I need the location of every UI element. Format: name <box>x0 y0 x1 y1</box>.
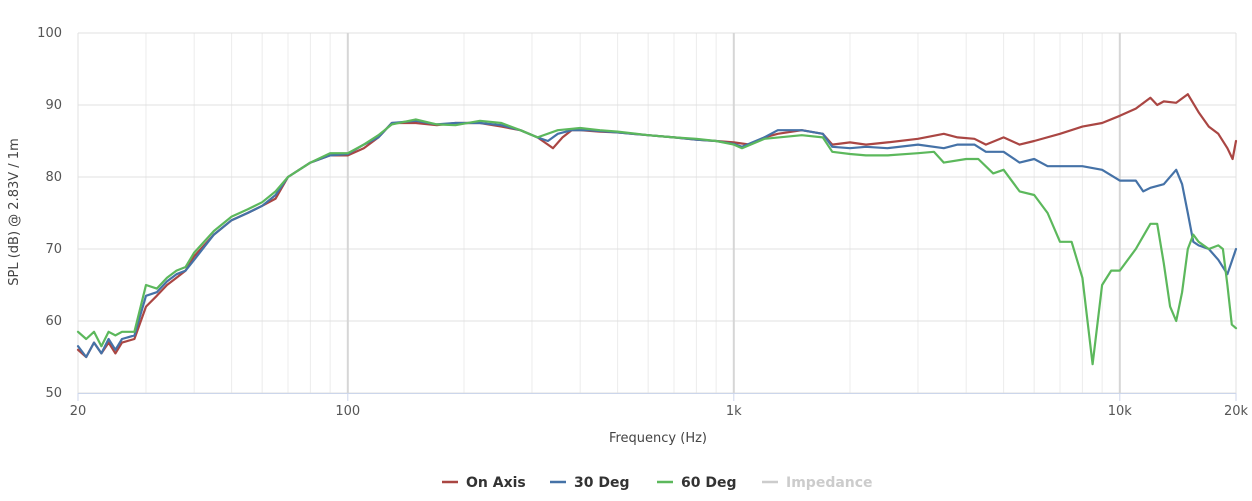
plot-area <box>76 93 1238 366</box>
y-tick-label: 80 <box>45 170 62 185</box>
legend: On Axis 30 Deg 60 Deg Impedance <box>442 475 873 491</box>
minor-grid <box>77 33 1237 393</box>
legend-label: 60 Deg <box>681 475 737 491</box>
legend-item-60-deg[interactable]: 60 Deg <box>657 475 737 491</box>
y-axis: 50 60 70 80 90 100 <box>37 26 62 401</box>
y-tick-label: 60 <box>45 314 62 329</box>
major-grid <box>77 32 1237 394</box>
x-tick-label: 1k <box>726 404 742 419</box>
y-axis-title: SPL (dB) @ 2.83V / 1m <box>7 138 22 285</box>
legend-label: Impedance <box>786 475 873 491</box>
x-tick-label: 20k <box>1224 404 1249 419</box>
series-line-on-axis <box>76 93 1238 359</box>
legend-item-30-deg[interactable]: 30 Deg <box>550 475 630 491</box>
y-tick-label: 70 <box>45 242 62 257</box>
legend-label: On Axis <box>466 475 526 491</box>
x-tick-label: 10k <box>1108 404 1133 419</box>
y-tick-label: 100 <box>37 26 62 41</box>
x-axis: 20 100 1k 10k 20k <box>70 393 1249 419</box>
legend-item-on-axis[interactable]: On Axis <box>442 475 526 491</box>
x-tick-label: 20 <box>70 404 87 419</box>
y-tick-label: 90 <box>45 98 62 113</box>
x-axis-title: Frequency (Hz) <box>609 431 707 446</box>
y-tick-label: 50 <box>45 386 62 401</box>
legend-label: 30 Deg <box>574 475 630 491</box>
x-tick-label: 100 <box>335 404 360 419</box>
legend-item-impedance[interactable]: Impedance <box>762 475 873 491</box>
series-line-60-deg <box>76 118 1238 366</box>
series-line-30-deg <box>76 119 1238 359</box>
